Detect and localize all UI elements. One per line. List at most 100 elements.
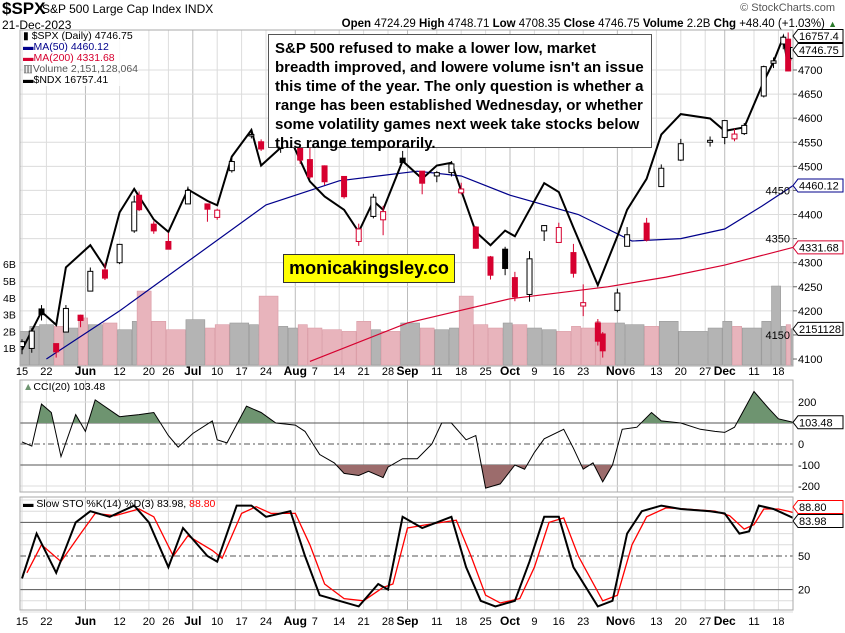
ma200-line (309, 246, 793, 362)
sto-d-tag-box (792, 500, 844, 514)
x-tick-label: Jun (75, 614, 96, 628)
legend-text: $NDX 16757.41 (33, 74, 109, 86)
candle-body (433, 172, 440, 177)
watermark[interactable]: © StockCharts.com (740, 2, 835, 14)
candle-body (487, 256, 494, 276)
cci-line (21, 390, 793, 489)
price-tick-label: 4550 (798, 137, 822, 149)
x-tick-label: 11 (431, 366, 442, 378)
candle-body (370, 196, 377, 217)
candle-body (599, 333, 606, 352)
sto-plot (20, 504, 793, 608)
x-tick-label: 6 (629, 366, 635, 378)
legend-text: MA(200) 4331.68 (33, 52, 115, 64)
volume-tag: 2151128 (792, 321, 844, 336)
sto-k-line (21, 504, 793, 608)
x-tick-label: Jun (75, 364, 96, 378)
x-tick-label: 16 (553, 366, 565, 378)
volume-bar (580, 327, 596, 366)
volume-bar (741, 327, 762, 366)
candle-body (355, 228, 362, 242)
x-tick-label: 12 (113, 366, 125, 378)
x-tick-label: Dec (714, 614, 736, 628)
candle-body (526, 258, 533, 295)
candle-body (214, 209, 221, 218)
cci-tick-label: 0 (798, 439, 804, 451)
price-tick-label: 4400 (798, 210, 822, 222)
legend-volume: ▥Volume 2,151,128,064 (23, 64, 138, 75)
candle-body (785, 38, 792, 72)
x-tick-label: 21 (357, 366, 369, 378)
line-icon: ▬ (23, 52, 34, 64)
volume-tick-label: 6B (3, 259, 16, 271)
volume-label: Volume (642, 18, 684, 30)
site-label: monicakingsley.co (283, 254, 455, 283)
candle-body (184, 189, 191, 205)
price-tick-label: 4250 (798, 282, 822, 294)
annotation-box: S&P 500 refused to make a lower low, mar… (268, 34, 652, 152)
sto-d-value: 88.80 (189, 498, 216, 510)
price-tick-label: 4500 (798, 161, 822, 173)
x-tick-label: 21 (357, 616, 369, 628)
close-value: 4746.75 (598, 18, 640, 30)
x-tick-label: 18 (455, 366, 467, 378)
ndx-tag: 16757.4 (792, 29, 844, 43)
legend-ma50: ▬MA(50) 4460.12 (23, 42, 138, 53)
x-tick-label: Aug (284, 614, 307, 628)
candle-body (741, 124, 748, 135)
candle-body (541, 225, 548, 232)
x-tick-label: 10 (211, 616, 223, 628)
candle-body (570, 252, 577, 274)
symbol: $SPX (2, 0, 46, 18)
x-tick-label: 28 (382, 366, 394, 378)
x-tick-label: 18 (772, 616, 784, 628)
ma50-tag-box (792, 178, 844, 193)
x-tick-label: 13 (650, 366, 662, 378)
candlestick-icon: ▮ (23, 30, 29, 42)
ma200-tag: 4331.68 (792, 240, 844, 255)
legend-ndx: ▬$NDX 16757.41 (23, 75, 138, 86)
cci-legend: ▲CCI(20) 103.48 (23, 381, 105, 393)
x-tick-label: 25 (479, 366, 491, 378)
volume-bar (615, 322, 625, 366)
x-tick-label: Jul (184, 364, 201, 378)
x-tick-label: 18 (772, 366, 784, 378)
price-tick-label: 4200 (798, 306, 822, 318)
cci-tag-box (792, 415, 844, 430)
chg-label: Chg (713, 18, 736, 30)
volume-bar (63, 327, 79, 366)
open-label: Open (341, 18, 372, 30)
candle-body (614, 292, 621, 311)
x-tick-label: 11 (431, 616, 442, 628)
volume-bar (541, 329, 557, 366)
line-icon: ▬ (23, 41, 34, 53)
candle-body (20, 341, 25, 347)
open-value: 4724.29 (374, 18, 416, 30)
sto-tick-label: 20 (798, 585, 810, 597)
volume-bar (473, 324, 489, 366)
price-tick-label: 4650 (798, 89, 822, 101)
volume-bar (136, 290, 152, 366)
candle-body (77, 314, 84, 321)
price-tick-label: 4700 (798, 65, 822, 77)
x-tick-label: 7 (312, 366, 318, 378)
candle-body (380, 211, 387, 221)
sto-d-tag-text: 88.80 (799, 502, 827, 514)
x-tick-label: 25 (479, 616, 491, 628)
candle-body (321, 165, 328, 183)
volume-tick-label: 5B (3, 276, 16, 288)
legend-ma200: ▬MA(200) 4331.68 (23, 53, 138, 64)
price-tick-label: 4600 (798, 113, 822, 125)
quote-bar: Open 4724.29 High 4748.71 Low 4708.35 Cl… (342, 18, 837, 31)
volume-tick-label: 3B (3, 310, 16, 322)
volume-bars (20, 285, 793, 366)
sto-k-tag: 83.98 (792, 514, 844, 528)
x-tick-label: Dec (714, 364, 736, 378)
candle-body (116, 243, 123, 264)
x-tick-label: 7 (312, 616, 318, 628)
volume-bar (658, 321, 679, 366)
volume-bar (185, 319, 206, 366)
candle-body (341, 175, 348, 198)
x-tick-label: Oct (500, 614, 520, 628)
